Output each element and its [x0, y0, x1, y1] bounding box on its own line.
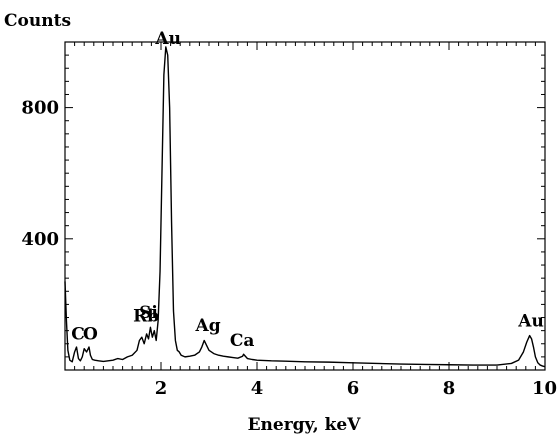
y-tick-label: 400	[21, 229, 59, 250]
series	[64, 46, 546, 368]
x-tick-label: 2	[155, 378, 168, 399]
ticks	[64, 41, 546, 371]
peak-label: O	[83, 324, 98, 344]
y-tick-label: 800	[21, 98, 59, 119]
tick-labels: 2 4 6 8 10 400 800	[21, 98, 557, 399]
x-tick-label: 4	[251, 378, 264, 399]
peak-label: Ca	[230, 331, 255, 351]
peak-label: Rb	[133, 306, 159, 326]
peak-label: Ag	[195, 316, 221, 336]
y-axis-label: Counts	[4, 11, 71, 31]
x-tick-label: 8	[443, 378, 456, 399]
x-tick-label: 6	[347, 378, 360, 399]
peak-label: Au	[154, 29, 181, 49]
x-axis-label: Energy, keV	[248, 415, 362, 435]
peak-label: Si	[139, 303, 158, 323]
spectrum-line	[64, 46, 546, 368]
peak-label: Au	[517, 311, 544, 331]
peak-label: C	[71, 324, 85, 344]
x-tick-label: 10	[532, 378, 557, 399]
